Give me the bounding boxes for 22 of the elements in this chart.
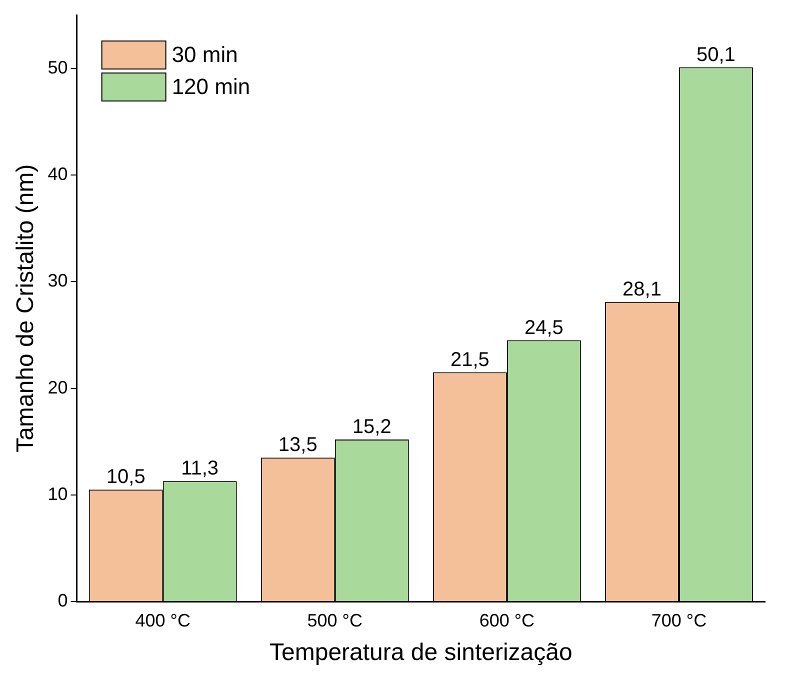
y-axis-title: Tamanho de Cristalito (nm) xyxy=(12,164,40,452)
data-label: 28,1 xyxy=(622,278,662,300)
y-tick-label: 30 xyxy=(48,270,68,291)
data-label: 21,5 xyxy=(450,348,490,371)
y-tick-label: 40 xyxy=(48,164,68,184)
x-tick-label: 500 °C xyxy=(307,610,363,630)
y-tick-label: 20 xyxy=(48,377,68,398)
legend-label: 120 min xyxy=(172,74,250,100)
y-tick-label: 10 xyxy=(48,484,68,504)
data-label: 11,3 xyxy=(181,458,219,480)
x-tick-label: 400 °C xyxy=(135,610,190,630)
legend-label: 30 min xyxy=(172,42,238,68)
data-label: 24,5 xyxy=(524,316,564,339)
data-label: 15,2 xyxy=(352,416,392,438)
y-tick-label: 50 xyxy=(48,57,68,78)
y-tick-label: 0 xyxy=(58,590,68,611)
x-tick-label: 600 °C xyxy=(479,610,535,630)
data-label: 50,1 xyxy=(696,44,736,66)
x-axis-title: Temperatura de sinterização xyxy=(269,639,572,666)
data-label: 13,5 xyxy=(278,434,318,456)
data-label: 10,5 xyxy=(106,466,146,488)
x-tick-label: 700 °C xyxy=(651,610,707,630)
